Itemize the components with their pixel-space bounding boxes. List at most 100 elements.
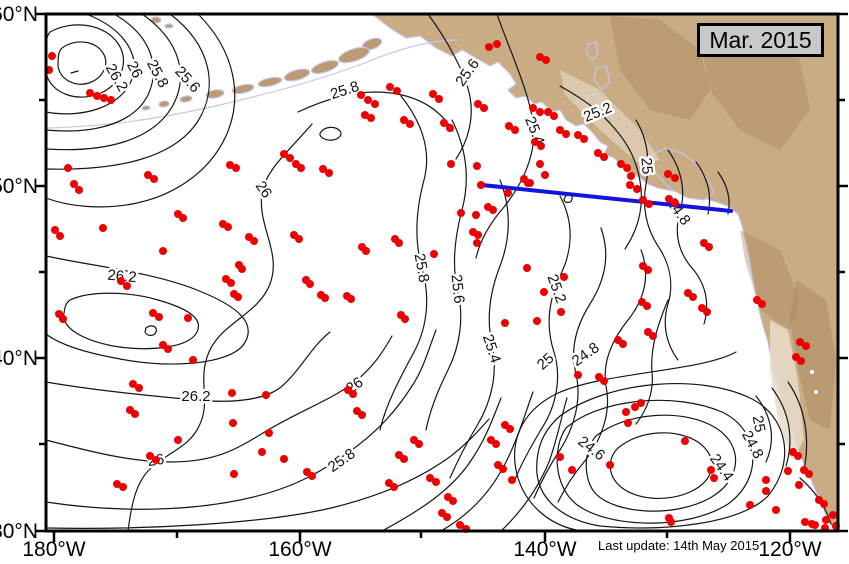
station-dot bbox=[600, 377, 608, 385]
station-dot bbox=[492, 440, 500, 448]
station-dot bbox=[117, 277, 125, 285]
station-dot bbox=[633, 185, 641, 193]
station-dot bbox=[367, 114, 375, 122]
station-dot bbox=[93, 92, 101, 100]
station-dot bbox=[617, 160, 625, 168]
station-dot bbox=[762, 476, 770, 484]
station-dot bbox=[796, 338, 804, 346]
contour-label: 25 bbox=[749, 414, 769, 433]
station-dot bbox=[485, 43, 493, 51]
station-dot bbox=[123, 282, 131, 290]
station-dot bbox=[542, 56, 550, 64]
station-dot bbox=[146, 452, 154, 460]
station-dot bbox=[449, 497, 457, 505]
station-dot bbox=[533, 317, 541, 325]
station-dot bbox=[536, 53, 544, 61]
station-dot bbox=[531, 138, 539, 146]
station-dot bbox=[349, 390, 357, 398]
station-dot bbox=[135, 384, 143, 392]
station-dot bbox=[556, 453, 564, 461]
station-dot bbox=[119, 483, 127, 491]
station-dot bbox=[228, 389, 236, 397]
station-dot bbox=[319, 165, 327, 173]
station-dot bbox=[99, 224, 107, 232]
station-dot bbox=[477, 181, 485, 189]
station-dot bbox=[508, 476, 516, 484]
station-dot bbox=[250, 237, 258, 245]
station-dot bbox=[746, 501, 754, 509]
station-dot bbox=[631, 403, 639, 411]
contour-label: 25.6 bbox=[171, 63, 203, 96]
station-dot bbox=[556, 126, 564, 134]
station-dot bbox=[506, 425, 514, 433]
station-dot bbox=[772, 506, 780, 514]
x-axis-label: 160°W bbox=[268, 538, 331, 561]
station-dot bbox=[86, 89, 94, 97]
station-dot bbox=[667, 518, 675, 526]
station-dot bbox=[627, 172, 635, 180]
station-dot bbox=[562, 130, 570, 138]
station-dot bbox=[707, 466, 715, 474]
station-dot bbox=[56, 232, 64, 240]
station-dot bbox=[606, 461, 614, 469]
station-dot bbox=[224, 223, 232, 231]
station-dot bbox=[325, 169, 333, 177]
station-dot bbox=[262, 391, 270, 399]
x-axis-label: 140°W bbox=[513, 538, 576, 561]
station-dot bbox=[474, 100, 482, 108]
axis-ticks bbox=[36, 12, 848, 542]
contour-label: 26 bbox=[252, 178, 275, 201]
station-dot bbox=[150, 175, 158, 183]
station-dot bbox=[794, 452, 802, 460]
station-dot bbox=[560, 273, 568, 281]
station-dot bbox=[557, 308, 565, 316]
station-dot bbox=[762, 487, 770, 495]
station-dot bbox=[480, 104, 488, 112]
density-contour-lines bbox=[45, 13, 832, 532]
land-masses bbox=[45, 13, 839, 532]
station-dot bbox=[689, 293, 697, 301]
station-dot bbox=[364, 96, 372, 104]
station-dot bbox=[541, 171, 549, 179]
y-axis-label: 50°N bbox=[0, 175, 38, 198]
station-dot bbox=[622, 408, 630, 416]
station-dot bbox=[540, 288, 548, 296]
station-dot bbox=[297, 164, 305, 172]
station-dot bbox=[594, 149, 602, 157]
station-dot bbox=[619, 340, 627, 348]
station-dot bbox=[499, 465, 507, 473]
station-dot bbox=[174, 436, 182, 444]
contour-label: 25.8 bbox=[143, 57, 172, 91]
station-dot bbox=[59, 315, 67, 323]
station-dot bbox=[401, 315, 409, 323]
station-dot bbox=[501, 319, 509, 327]
station-dot bbox=[671, 174, 679, 182]
contour-label: 26.2 bbox=[181, 388, 210, 405]
station-dot bbox=[523, 264, 531, 272]
station-dot bbox=[286, 154, 294, 162]
station-dot bbox=[435, 95, 443, 103]
station-dot bbox=[574, 131, 582, 139]
station-dot bbox=[432, 478, 440, 486]
station-dot bbox=[671, 199, 679, 207]
station-dot bbox=[386, 83, 394, 91]
station-dot bbox=[537, 142, 545, 150]
station-dot bbox=[447, 160, 455, 168]
station-dot bbox=[306, 280, 314, 288]
station-dot bbox=[100, 94, 108, 102]
station-dot bbox=[144, 171, 152, 179]
station-dot bbox=[536, 108, 544, 116]
station-dot bbox=[644, 266, 652, 274]
station-dot bbox=[159, 247, 167, 255]
station-dot bbox=[164, 345, 172, 353]
station-dots bbox=[45, 40, 840, 533]
station-dot bbox=[230, 470, 238, 478]
station-dot bbox=[544, 108, 552, 116]
station-dot bbox=[643, 302, 651, 310]
date-label-box: Mar. 2015 bbox=[697, 23, 824, 57]
station-dot bbox=[802, 342, 810, 350]
coastal-island bbox=[585, 41, 599, 61]
station-dot bbox=[529, 104, 537, 112]
station-dot bbox=[580, 135, 588, 143]
